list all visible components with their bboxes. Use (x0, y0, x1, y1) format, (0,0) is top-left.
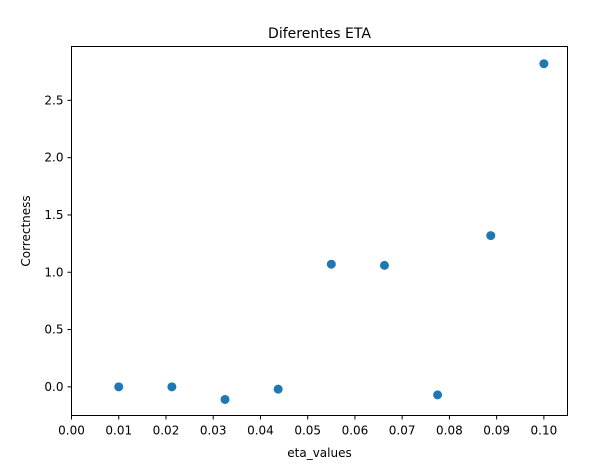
data-point (220, 394, 230, 404)
x-axis-label: eta_values (287, 446, 351, 460)
x-tick-label: 0.09 (483, 424, 510, 438)
data-points (114, 59, 549, 404)
data-point (486, 231, 496, 241)
x-tick-label: 0.06 (342, 424, 369, 438)
x-tick-label: 0.02 (153, 424, 180, 438)
data-point (433, 390, 443, 400)
x-tick-label: 0.01 (105, 424, 132, 438)
x-tick-label: 0.08 (436, 424, 463, 438)
data-point (539, 59, 549, 69)
data-point (379, 260, 389, 270)
y-tick-label: 2.5 (44, 93, 63, 107)
data-point (114, 382, 124, 392)
x-tick-label: 0.10 (531, 424, 558, 438)
data-point (273, 384, 283, 394)
y-tick-label: 2.0 (44, 151, 63, 165)
data-point (167, 382, 177, 392)
x-tick-label: 0.07 (389, 424, 416, 438)
y-axis-ticks: 0.0 0.5 1.0 1.5 2.0 2.5 (44, 93, 72, 394)
y-tick-label: 0.5 (44, 323, 63, 337)
y-axis-label: Correctness (19, 195, 33, 266)
y-tick-label: 1.5 (44, 208, 63, 222)
y-tick-label: 0.0 (44, 380, 63, 394)
x-tick-label: 0.04 (247, 424, 274, 438)
x-tick-label: 0.03 (200, 424, 227, 438)
data-point (326, 259, 336, 269)
plot-frame (71, 46, 568, 416)
chart-title: Diferentes ETA (268, 26, 371, 42)
y-tick-label: 1.0 (44, 265, 63, 279)
x-tick-label: 0.05 (294, 424, 321, 438)
x-axis-ticks: 0.00 0.01 0.02 0.03 0.04 0.05 0.06 0.07 0.08 0.09… (58, 415, 558, 438)
x-tick-label: 0.00 (58, 424, 85, 438)
